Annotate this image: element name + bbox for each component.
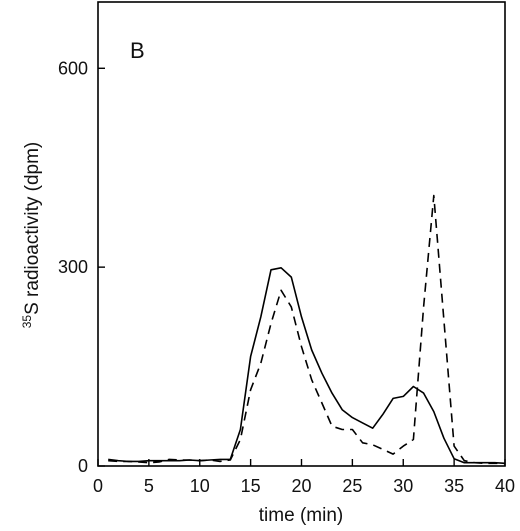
y-tick-label: 0 [78, 456, 88, 476]
x-tick-label: 0 [93, 476, 103, 496]
plot-frame [97, 1, 506, 467]
y-tick-label: 300 [58, 257, 88, 277]
x-tick-label: 15 [241, 476, 261, 496]
y-axis: 0 300 600 [58, 58, 105, 476]
x-tick-label: 10 [190, 476, 210, 496]
x-tick-label: 40 [495, 476, 515, 496]
x-tick-label: 20 [291, 476, 311, 496]
x-axis: 0 5 10 15 20 25 30 35 40 [93, 459, 515, 496]
x-tick-label: 5 [144, 476, 154, 496]
solid-series-line [108, 266, 506, 465]
y-axis-label: 35S radioactivity (dpm) [20, 142, 43, 329]
x-tick-label: 25 [342, 476, 362, 496]
x-tick-label: 30 [393, 476, 413, 496]
series-layer [108, 194, 506, 465]
y-axis-label-superscript: 35 [20, 315, 34, 329]
y-tick-label: 600 [58, 58, 88, 78]
x-axis-label: time (min) [259, 505, 343, 526]
panel-label: B [130, 38, 145, 63]
y-axis-label-text: S radioactivity (dpm) [22, 142, 43, 315]
dashed-series-line [108, 194, 505, 465]
x-tick-label: 35 [444, 476, 464, 496]
